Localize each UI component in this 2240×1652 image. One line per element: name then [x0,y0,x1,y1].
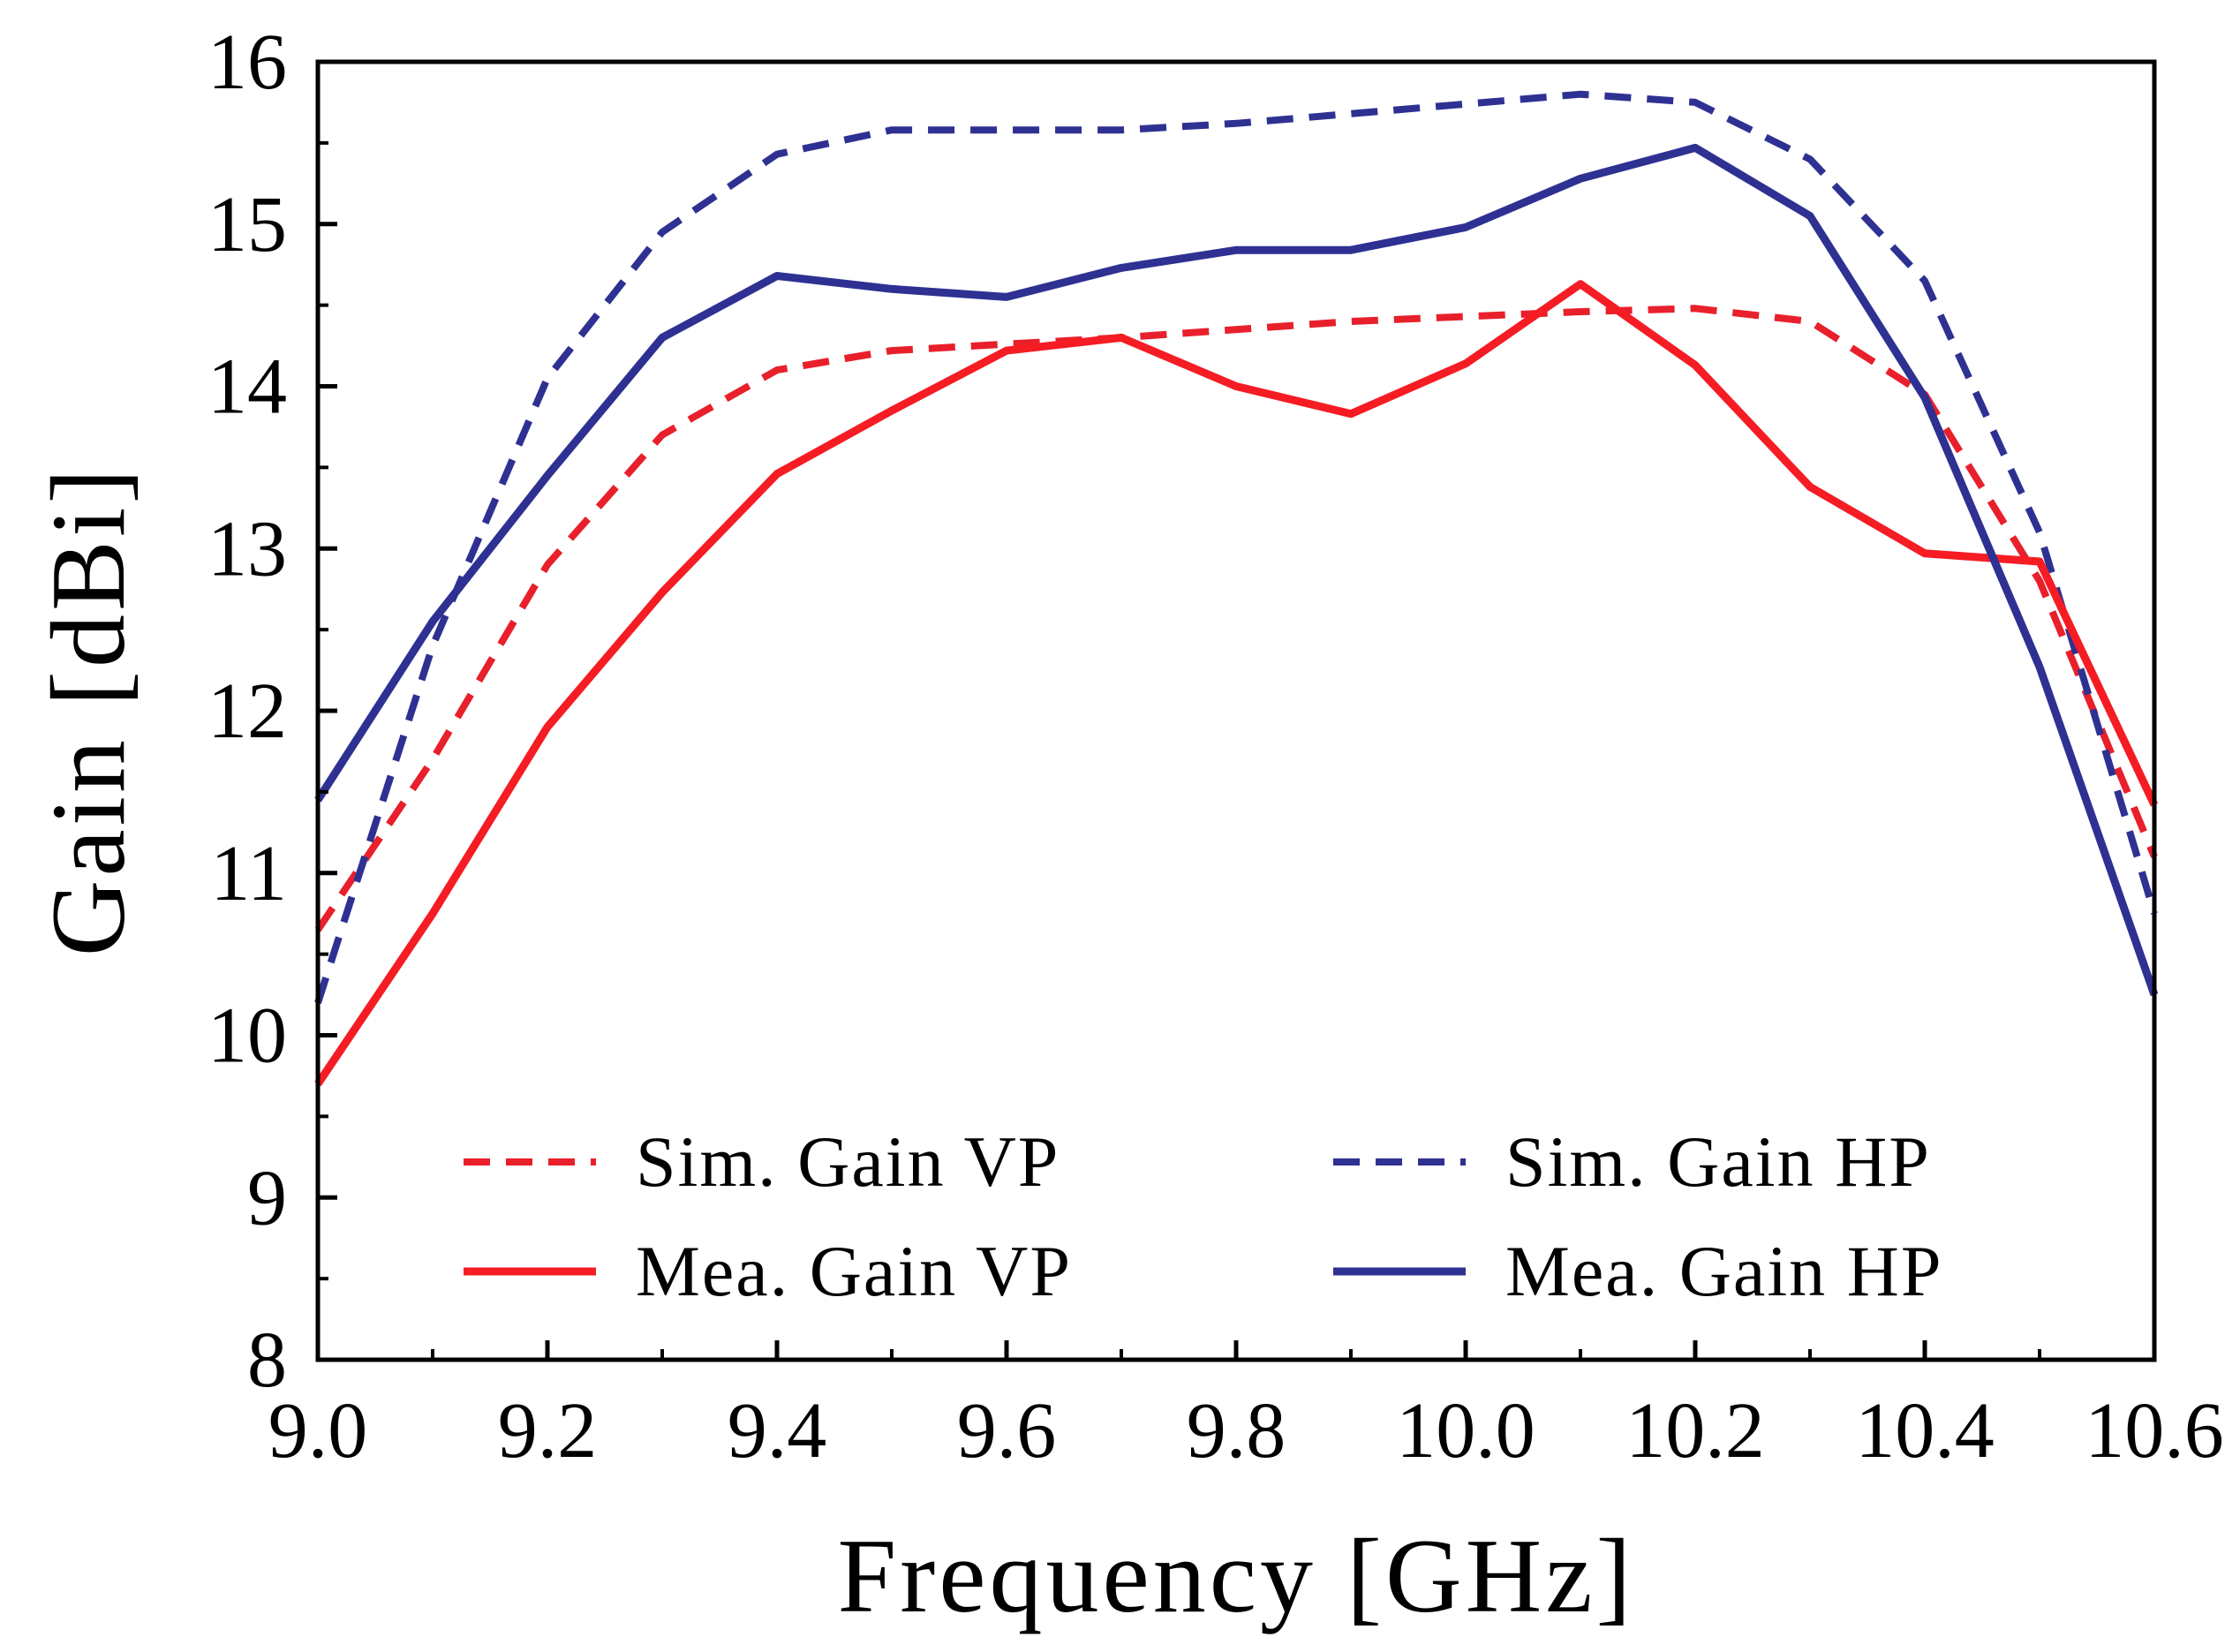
y-tick-label: 14 [207,343,287,431]
y-tick-label: 13 [207,505,287,592]
x-tick-label: 9.4 [728,1387,827,1475]
series-line-mea-gain-vp [314,280,2159,1087]
legend-label-sim-gain-vp: Sim. Gain VP [636,1121,1060,1202]
y-tick-label: 16 [207,19,287,106]
series-layer [314,90,2159,1087]
y-tick-label: 9 [247,1154,287,1241]
x-tick-label: 9.8 [1187,1387,1286,1475]
x-tick-label: 10.2 [1625,1387,1765,1475]
legend-label-sim-gain-hp: Sim. Gain HP [1505,1121,1931,1202]
x-tick-label: 10.4 [1855,1387,1995,1475]
y-tick-label: 8 [247,1316,287,1404]
x-tick-label: 10.0 [1396,1387,1535,1475]
tick-layer: 9.0 9.2 9.4 9.6 9.8 10.0 10.2 10.4 10.6 8 9 10 11 12 1… [207,19,2224,1475]
x-axis-title: Frequency [GHz] [838,1517,1635,1634]
x-tick-label: 9.6 [957,1387,1057,1475]
y-tick-label: 11 [210,830,287,917]
legend: Sim. Gain VP Sim. Gain HP Mea. Gain VP M… [464,1121,1942,1311]
y-tick-label: 12 [207,668,287,755]
x-tick-label: 9.0 [268,1387,368,1475]
series-line-sim-gain-hp [314,90,2158,1005]
x-tick-label: 10.6 [2085,1387,2224,1475]
series-line-sim-gain-vp [314,305,2158,932]
legend-label-mea-gain-vp: Mea. Gain VP [636,1231,1072,1311]
y-tick-label: 15 [207,181,287,268]
y-tick-label: 10 [207,992,287,1080]
y-axis-title: Gain [dBi] [29,465,147,957]
series-line-mea-gain-hp [314,143,2159,997]
legend-label-mea-gain-hp: Mea. Gain HP [1505,1231,1942,1311]
x-tick-label: 9.2 [498,1387,598,1475]
